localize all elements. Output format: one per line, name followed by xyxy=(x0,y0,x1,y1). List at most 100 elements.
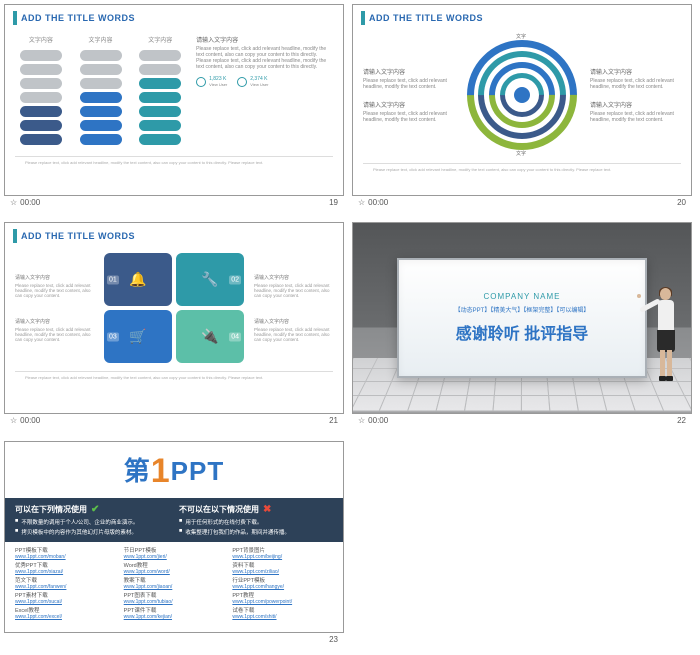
list-item: ■拷贝模板中的内容作为其他幻灯片母版的素材。 xyxy=(15,528,169,536)
link-row: 优秀PPT下载 www.1ppt.com/xiazai/ xyxy=(15,561,116,576)
link-url[interactable]: www.1ppt.com/moban/ xyxy=(15,554,116,561)
stat-2: 2,374 K View User xyxy=(237,76,268,87)
link-url[interactable]: www.1ppt.com/jiaoan/ xyxy=(124,584,225,591)
left-side: 请输入文字内容 Please replace text, click add r… xyxy=(15,274,94,342)
meta-left: ☆ 00:00 xyxy=(10,416,40,425)
pill-filled xyxy=(80,106,122,117)
item: 请输入文字内容 Please replace text, click add r… xyxy=(15,318,94,342)
slide-22-canvas[interactable]: COMPANY NAME 【动态PPT】【精美大气】【框架完整】【可以编辑】 感… xyxy=(352,222,692,414)
link-label: 试卷下载 xyxy=(232,608,254,614)
link-row: PPT课件下载 www.1ppt.com/kejian/ xyxy=(124,606,225,621)
meta-left: ☆ 00:00 xyxy=(358,416,388,425)
link-url[interactable]: www.1ppt.com/tubiao/ xyxy=(124,599,225,606)
bullet-icon: ■ xyxy=(15,528,18,536)
leg xyxy=(660,350,665,378)
pill-filled xyxy=(80,92,122,103)
link-row: 行业PPT模板 www.1ppt.com/hangye/ xyxy=(232,576,333,591)
title-bar: ADD THE TITLE WORDS xyxy=(5,223,343,249)
timecode: 00:00 xyxy=(20,198,40,207)
bar-column: 文字内容 xyxy=(75,35,127,148)
link-row: PPT素材下载 www.1ppt.com/sucai/ xyxy=(15,591,116,606)
pill-filled xyxy=(139,106,181,117)
pill-filled xyxy=(80,134,122,145)
pill-empty xyxy=(20,78,62,89)
right-items: 请输入文字内容 Please replace text, click add r… xyxy=(590,67,681,123)
text-heading: 请输入文字内容 xyxy=(196,35,333,44)
item: 请输入文字内容 Please replace text, click add r… xyxy=(363,100,454,123)
slide-meta: ☆ 00:00 20 xyxy=(352,196,692,209)
stat-1: 1,823 K View User xyxy=(196,76,227,87)
link-row: PPT图表下载 www.1ppt.com/tubiao/ xyxy=(124,591,225,606)
cross-icon: ✖ xyxy=(263,504,271,515)
leg xyxy=(667,350,672,378)
tile-04: 04🔌 xyxy=(176,310,244,363)
item-title: 请输入文字内容 xyxy=(254,274,333,281)
slide-19-canvas[interactable]: ADD THE TITLE WORDS 文字内容文字内容文字内容 请输入文字内容… xyxy=(4,4,344,196)
link-label: 行业PPT模板 xyxy=(232,578,265,584)
tags-line: 【动态PPT】【精美大气】【框架完整】【可以编辑】 xyxy=(455,305,590,314)
pill-empty xyxy=(80,50,122,61)
link-url[interactable]: www.1ppt.com/hangye/ xyxy=(232,584,333,591)
link-url[interactable]: www.1ppt.com/sucai/ xyxy=(15,599,116,606)
slide-20-canvas[interactable]: ADD THE TITLE WORDS 请输入文字内容 Please repla… xyxy=(352,4,692,196)
slide-meta: ☆ 00:00 21 xyxy=(4,414,344,427)
star-icon: ☆ xyxy=(358,198,365,207)
slide-21-canvas[interactable]: ADD THE TITLE WORDS 请输入文字内容 Please repla… xyxy=(4,222,344,414)
link-url[interactable]: www.1ppt.com/powerpoint/ xyxy=(232,599,333,606)
pill-empty xyxy=(80,78,122,89)
star-icon: ☆ xyxy=(10,416,17,425)
link-url[interactable]: www.1ppt.com/jieri/ xyxy=(124,554,225,561)
link-url[interactable]: www.1ppt.com/xiazai/ xyxy=(15,569,116,576)
slide-meta: 23 xyxy=(4,633,344,646)
pill-empty xyxy=(20,92,62,103)
shoe xyxy=(666,376,673,381)
item: 请输入文字内容 Please replace text, click add r… xyxy=(15,274,94,298)
logo: 第 1 PPT xyxy=(124,450,225,489)
item-text: Please replace text, click add relevant … xyxy=(15,327,94,342)
pill-filled xyxy=(20,120,62,131)
slide-23-canvas[interactable]: 第 1 PPT 可以在下列情况使用 ✔ ■不限数量的调用于个人/公司、企业的商业… xyxy=(4,441,344,633)
link-label: PPT课件下载 xyxy=(124,608,157,614)
pill-filled xyxy=(139,92,181,103)
link-url[interactable]: www.1ppt.com/word/ xyxy=(124,569,225,576)
item-text: Please replace text, click add relevant … xyxy=(254,327,333,342)
meta-left: ☆ 00:00 xyxy=(10,198,40,207)
item: 请输入文字内容 Please replace text, click add r… xyxy=(254,274,333,298)
pill-filled xyxy=(20,134,62,145)
list-text: 拷贝模板中的内容作为其他幻灯片母版的素材。 xyxy=(21,528,137,536)
link-row: Word教程 www.1ppt.com/word/ xyxy=(124,561,225,576)
link-label: Excel教程 xyxy=(15,608,39,614)
link-column: 节日PPT模板 www.1ppt.com/jieri/Word教程 www.1p… xyxy=(124,546,225,621)
allowed-items: ■不限数量的调用于个人/公司、企业的商业演示。■拷贝模板中的内容作为其他幻灯片母… xyxy=(15,518,169,536)
link-url[interactable]: www.1ppt.com/shiti/ xyxy=(232,614,333,621)
timecode: 00:00 xyxy=(368,198,388,207)
title-text: ADD THE TITLE WORDS xyxy=(21,231,135,241)
link-row: PPT模板下载 www.1ppt.com/moban/ xyxy=(15,546,116,561)
pill-filled xyxy=(139,78,181,89)
logo-area: 第 1 PPT xyxy=(5,442,343,498)
link-url[interactable]: www.1ppt.com/beijing/ xyxy=(232,554,333,561)
item-text: Please replace text, click add relevant … xyxy=(363,111,454,123)
item-text: Please replace text, click add relevant … xyxy=(15,283,94,298)
link-label: PPT图表下载 xyxy=(124,593,157,599)
link-label: 优秀PPT下载 xyxy=(15,563,48,569)
tile-icon: 🔌 xyxy=(201,328,218,345)
presentation-board: COMPANY NAME 【动态PPT】【精美大气】【框架完整】【可以编辑】 感… xyxy=(397,258,647,378)
check-icon: ✔ xyxy=(91,504,99,515)
forbidden-col: 不可以在以下情况使用 ✖ ■用于任何形式的在线付费下载。■收集整理打包我们的作品… xyxy=(179,504,333,538)
tile-number: 03 xyxy=(107,332,119,341)
link-url[interactable]: www.1ppt.com/fanwen/ xyxy=(15,584,116,591)
tile-icon: 🔧 xyxy=(201,271,218,288)
title-text: ADD THE TITLE WORDS xyxy=(369,13,483,23)
link-url[interactable]: www.1ppt.com/excel/ xyxy=(15,614,116,621)
link-url[interactable]: www.1ppt.com/kejian/ xyxy=(124,614,225,621)
pill-empty xyxy=(80,64,122,75)
slide-21-body: 请输入文字内容 Please replace text, click add r… xyxy=(5,249,343,367)
link-url[interactable]: www.1ppt.com/ziliao/ xyxy=(232,569,333,576)
logo-ppt: PPT xyxy=(171,456,225,487)
stat-2-label: View User xyxy=(250,82,268,87)
tile-icon: 🛒 xyxy=(129,328,146,345)
allowed-col: 可以在下列情况使用 ✔ ■不限数量的调用于个人/公司、企业的商业演示。■拷贝模板… xyxy=(15,504,169,538)
links-area: PPT模板下载 www.1ppt.com/moban/优秀PPT下载 www.1… xyxy=(5,542,343,625)
item-title: 请输入文字内容 xyxy=(590,67,681,76)
